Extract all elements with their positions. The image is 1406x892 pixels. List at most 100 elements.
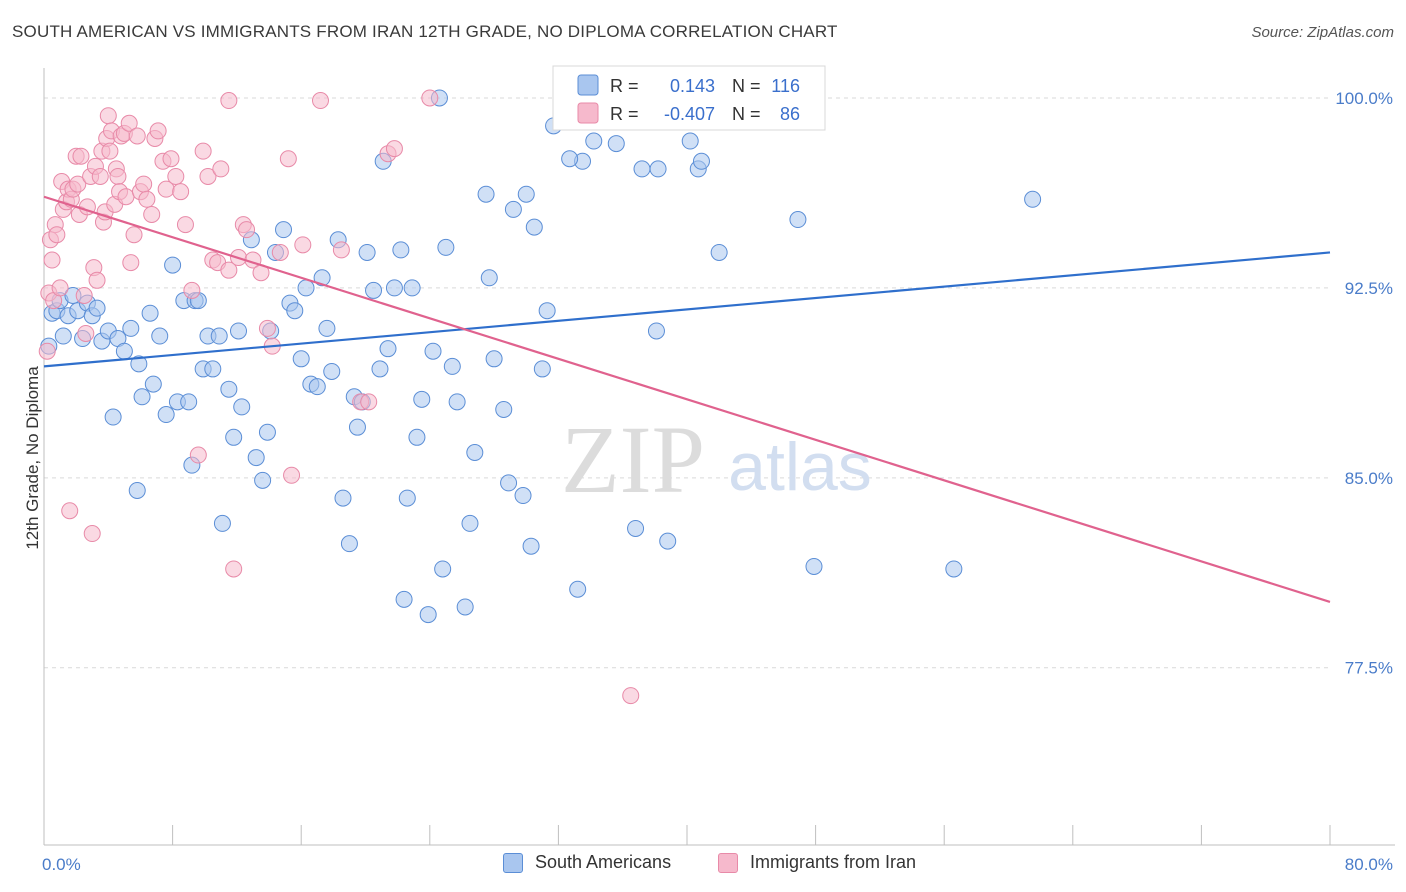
south-american-point [254,471,272,489]
iran-point [189,446,207,464]
south-american-point [424,342,442,360]
iran-point [143,205,161,223]
iran-point [38,342,56,360]
south-american-point [485,350,503,368]
south-american-point [659,532,677,550]
trend-lines [43,195,1331,603]
south-american-point [115,342,133,360]
iran-point [99,107,117,125]
legend-item-south-americans: South Americans [503,852,671,873]
iran-point [48,226,66,244]
iran-point [220,92,238,110]
south-american-point [561,150,579,168]
iran-point [279,150,297,168]
iran-point [88,271,106,289]
south-american-point [104,408,122,426]
south-american-point [448,393,466,411]
south-american-point [308,378,326,396]
iran-point [385,140,403,158]
south-american-point [54,327,72,345]
south-american-point [398,489,416,507]
legend-swatch-blue [577,74,599,96]
bottom-legend: South Americans Immigrants from Iran [0,852,1406,878]
south-american-point [220,380,238,398]
y-tick-labels: 77.5% 85.0% 92.5% 100.0% [1335,89,1393,678]
south-american-point [213,514,231,532]
legend-r-value-2: -0.407 [664,104,715,124]
iran-point [61,502,79,520]
south-american-point [313,269,331,287]
iran-point [149,122,167,140]
stats-legend: R = 0.143 N = 116 R = -0.407 N = 86 [552,65,826,131]
south-american-point [525,218,543,236]
south-american-point [1024,190,1042,208]
south-american-point [392,241,410,259]
south-american-point [466,444,484,461]
iran-point [162,150,180,168]
south-american-point [180,393,198,411]
south-american-point [533,360,551,378]
south-american-point [710,243,728,261]
iran-point [128,127,146,145]
south-american-point [358,243,376,261]
iran-point [91,167,109,185]
chart-title: SOUTH AMERICAN VS IMMIGRANTS FROM IRAN 1… [12,22,838,41]
x-tick-label: 0.0% [42,855,81,874]
south-american-point [297,279,315,297]
legend-r-label-1: R = [610,76,639,96]
series-immigrants-from-iran [38,89,640,705]
south-american-point [395,590,413,608]
source-label: Source: ZipAtlas.com [1251,24,1394,41]
legend-n-value-1: 116 [771,76,800,96]
south-american-point [225,428,243,446]
south-american-point [318,319,336,337]
south-american-point [477,185,495,203]
south-american-point [323,362,341,380]
south-americans-label: South Americans [535,852,672,872]
gridlines [44,97,1330,669]
south-american-point [569,580,587,598]
legend-n-value-2: 86 [780,104,800,124]
south-american-point [258,423,276,441]
south-american-point [692,152,710,170]
immigrants-from-iran-label: Immigrants from Iran [750,852,917,872]
iran-trend-line [43,195,1331,603]
south-american-point [128,481,146,499]
legend-item-immigrants-from-iran: Immigrants from Iran [718,852,916,873]
south-american-point [144,375,162,393]
iran-point [238,221,256,239]
iran-point [421,89,439,107]
south-american-point [504,200,522,218]
south-american-point [633,160,651,178]
watermark: ZIP atlas [561,406,872,513]
south-american-point [371,360,389,378]
south-american-point [210,327,228,345]
south-american-point [456,598,474,616]
south-american-point [275,221,293,239]
iran-point [271,243,289,261]
legend-r-value-1: 0.143 [670,76,715,96]
south-american-point [151,327,169,345]
iran-point [220,261,238,279]
iran-point [43,251,61,269]
iran-point [125,226,143,244]
watermark-zip: ZIP [561,406,705,513]
y-tick-label: 100.0% [1335,89,1393,108]
iran-point [176,216,194,234]
south-american-point [379,340,397,358]
south-american-point [230,322,248,340]
south-american-point [204,360,222,378]
south-american-point [461,514,479,532]
iran-point [622,687,640,705]
iran-point [69,175,87,193]
south-americans-swatch [503,852,523,873]
iran-point [138,190,156,208]
south-american-point [945,560,963,578]
south-american-point [480,269,498,287]
iran-point [122,254,140,272]
x-tick-labels: 0.0% 80.0% [42,855,1393,874]
legend-n-label-1: N = [732,76,761,96]
iran-point [194,142,212,160]
south-american-point [538,302,556,320]
